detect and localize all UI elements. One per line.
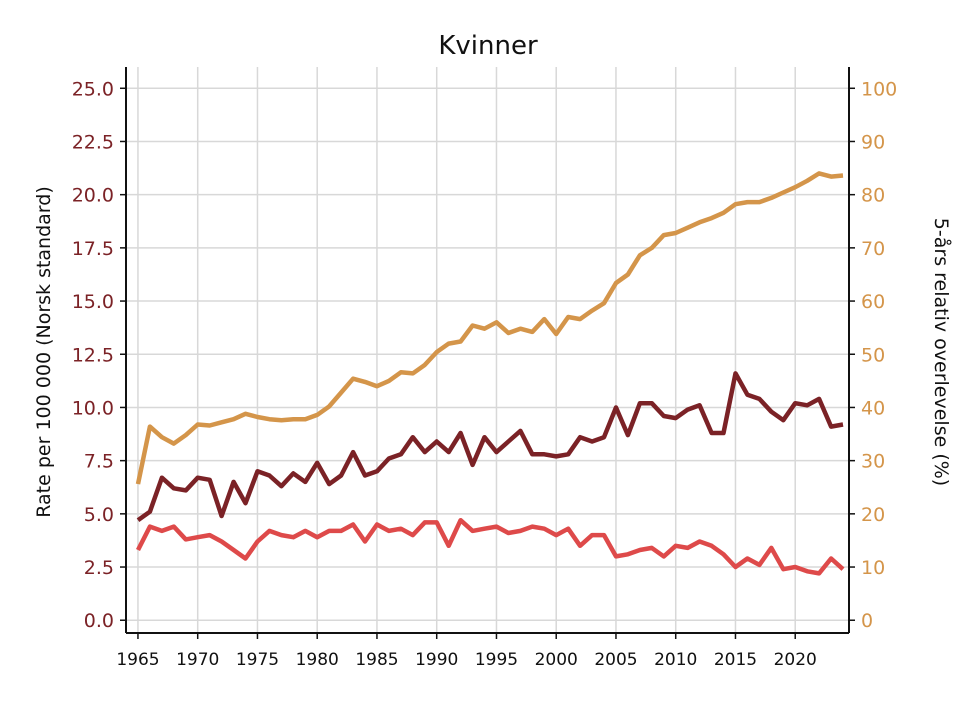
grid-lines (126, 67, 849, 633)
series-line-3 (135, 517, 845, 576)
left-tick-label: 25.0 (72, 78, 114, 100)
x-tick-label: 1965 (116, 650, 159, 670)
right-tick-label: 70 (861, 238, 885, 260)
right-tick-label: 40 (861, 397, 885, 419)
chart-title: Kvinner (438, 31, 538, 61)
left-tick-label: 17.5 (72, 238, 114, 260)
left-tick-label: 22.5 (72, 131, 114, 153)
right-tick-label: 80 (861, 185, 885, 207)
x-tick-label: 1980 (296, 650, 339, 670)
right-tick-label: 60 (861, 291, 885, 313)
x-tick-label: 1975 (236, 650, 279, 670)
series-line-2 (136, 371, 844, 523)
x-tick-label: 2010 (654, 650, 697, 670)
right-tick-label: 30 (861, 451, 885, 473)
y-axis-label-right: 5-års relativ overlevelse (%) (930, 218, 953, 486)
left-tick-label: 0.0 (84, 610, 114, 632)
series-group (135, 171, 845, 576)
left-tick-label: 20.0 (72, 185, 114, 207)
right-tick-label: 10 (861, 557, 885, 579)
left-tick-label: 12.5 (72, 344, 114, 366)
left-tick-label: 2.5 (84, 557, 114, 579)
left-axis-ticks: 0.0 2.5 5.0 7.5 10.0 12.5 15.0 17.5 20.0 22.5 25.0 (72, 78, 126, 632)
plot-frame (125, 67, 850, 634)
x-tick-label: 1985 (355, 650, 398, 670)
left-tick-label: 7.5 (84, 451, 114, 473)
x-tick-label: 2000 (535, 650, 578, 670)
x-tick-label: 2020 (774, 650, 817, 670)
x-tick-label: 1990 (415, 650, 458, 670)
left-tick-label: 5.0 (84, 504, 114, 526)
left-tick-label: 10.0 (72, 397, 114, 419)
x-tick-label: 1995 (475, 650, 518, 670)
x-tick-label: 2005 (594, 650, 637, 670)
left-tick-label: 15.0 (72, 291, 114, 313)
x-axis-ticks: 1965 1970 1975 1980 1985 1990 1995 2000 2005 2010… (116, 633, 817, 670)
right-tick-label: 50 (861, 344, 885, 366)
x-tick-label: 1970 (176, 650, 219, 670)
y-axis-label-left: Rate per 100 000 (Norsk standard) (33, 186, 55, 518)
right-axis-ticks: 0 10 20 30 40 50 60 70 80 90 100 (849, 78, 897, 632)
right-tick-label: 90 (861, 131, 885, 153)
x-tick-label: 2015 (714, 650, 757, 670)
right-tick-label: 0 (861, 610, 873, 632)
series-line-1 (135, 171, 844, 485)
right-tick-label: 20 (861, 504, 885, 526)
right-tick-label: 100 (861, 78, 897, 100)
